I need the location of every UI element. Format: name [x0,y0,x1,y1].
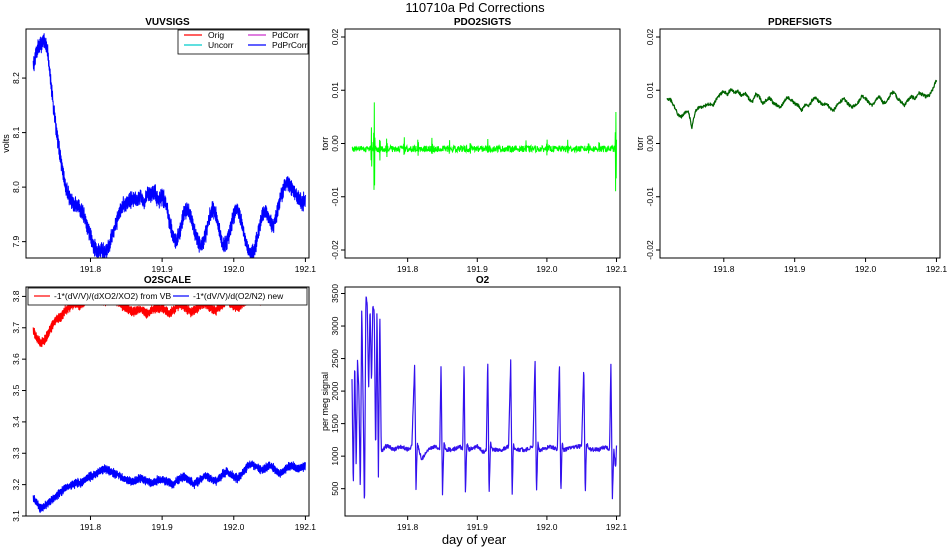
series-line [666,79,938,130]
x-tick-label: 192.0 [536,522,558,532]
chart-o2scale: O2SCALE 191.8 191.9 192.0 192.1 3.1 3.2 3.3 3.4 3… [11,275,316,532]
y-tick-label: 1000 [330,446,340,465]
y-tick-label: 3.3 [11,447,21,459]
x-tick-label: 192.0 [223,264,245,274]
plot-frame [659,28,941,259]
legend-label: -1*(dV/V)/(dXO2/XO2) from VB [54,291,171,301]
legend-label: -1*(dV/V)/d(O2/N2) new [193,291,284,301]
y-tick-label: 2000 [330,381,340,400]
plot-frame [25,286,310,517]
y-axis-label: per meg signal [320,372,330,431]
chart-panels: VUVSIGS volts 191.8 191.9 192.0 192.1 7.9 8.0 8.… [1,17,947,532]
y-tick-label: 3.5 [11,384,21,396]
x-tick-label: 191.8 [80,264,102,274]
plot-frame [344,286,621,517]
y-tick-label: 3000 [330,316,340,335]
x-tick-label: 191.8 [713,264,735,274]
x-tick-label: 192.1 [926,264,948,274]
y-tick-label: -0.01 [330,187,340,207]
chart-pdrefsigts: PDREFSIGTS torr 191.8 191.9 192.0 192.1 -0.02 -… [635,17,947,274]
legend-label: Orig [208,30,224,40]
x-tick-label: 191.8 [80,522,102,532]
plot-area [666,79,938,130]
series-line [32,460,306,514]
x-tick-label: 191.9 [151,264,173,274]
series-line [351,296,618,500]
y-tick-label: 1500 [330,414,340,433]
x-tick-label: 191.9 [467,522,489,532]
x-tick-label: 192.0 [855,264,877,274]
series-line [351,102,617,192]
x-tick-label: 191.8 [397,522,419,532]
y-tick-label: 3.7 [11,322,21,334]
x-tick-label: 192.1 [606,522,628,532]
y-tick-label: -0.02 [645,240,655,260]
chart-title: PDO2SIGTS [454,17,512,28]
y-tick-label: 3.6 [11,353,21,365]
plot-frame [25,28,310,259]
series-line [32,33,306,258]
chart-pdo2sigts: PDO2SIGTS torr 191.8 191.9 192.0 192.1 -0.02 -0… [320,17,627,274]
figure-xlabel: day of year [442,532,507,547]
chart-title: PDREFSIGTS [768,17,832,28]
x-tick-label: 192.1 [295,264,317,274]
y-tick-label: 0.00 [330,135,340,152]
x-tick-label: 191.9 [784,264,806,274]
y-axis-label: torr [320,137,330,151]
y-tick-label: 2500 [330,349,340,368]
x-tick-label: 191.9 [151,522,173,532]
y-tick-label: 3.2 [11,478,21,490]
legend: Orig PdCorr Uncorr PdPrCorr [177,29,309,55]
x-tick-label: 192.0 [223,522,245,532]
y-tick-label: 0.01 [645,82,655,99]
y-tick-label: 0.01 [330,82,340,99]
y-tick-label: 0.02 [330,28,340,45]
y-tick-label: 0.00 [645,135,655,152]
y-tick-label: 7.9 [11,235,21,247]
plot-area [351,102,617,192]
y-tick-label: 500 [330,481,340,495]
x-tick-label: 191.8 [397,264,419,274]
legend-label: Uncorr [208,40,234,50]
legend-label: PdPrCorr [272,40,308,50]
y-tick-label: -0.01 [645,187,655,207]
x-tick-label: 191.9 [467,264,489,274]
y-tick-label: 3.8 [11,290,21,302]
chart-o2: O2 per meg signal 191.8 191.9 192.0 192.1 500 1… [320,275,627,532]
y-tick-label: 8.2 [11,72,21,84]
y-tick-label: 3500 [330,284,340,303]
plot-area [351,296,618,500]
legend-label: PdCorr [272,30,299,40]
chart-title: VUVSIGS [145,17,190,28]
y-tick-label: 0.02 [645,28,655,45]
chart-title: O2 [476,275,490,286]
y-axis-label: torr [635,137,645,151]
plot-frame [344,28,621,259]
plot-area [32,33,306,258]
chart-vuvsigs: VUVSIGS volts 191.8 191.9 192.0 192.1 7.9 8.0 8.… [1,17,316,274]
x-tick-label: 192.1 [295,522,317,532]
y-tick-label: -0.02 [330,240,340,260]
y-tick-label: 3.4 [11,416,21,428]
x-tick-label: 192.1 [606,264,628,274]
figure-title: 110710a Pd Corrections [405,0,545,15]
y-tick-label: 8.0 [11,181,21,193]
y-tick-label: 8.1 [11,126,21,138]
legend: -1*(dV/V)/(dXO2/XO2) from VB -1*(dV/V)/d(… [27,287,308,306]
y-tick-label: 3.1 [11,510,21,522]
x-tick-label: 192.0 [536,264,558,274]
chart-title: O2SCALE [144,275,192,286]
y-axis-label: volts [1,134,11,153]
plot-area [32,291,306,514]
